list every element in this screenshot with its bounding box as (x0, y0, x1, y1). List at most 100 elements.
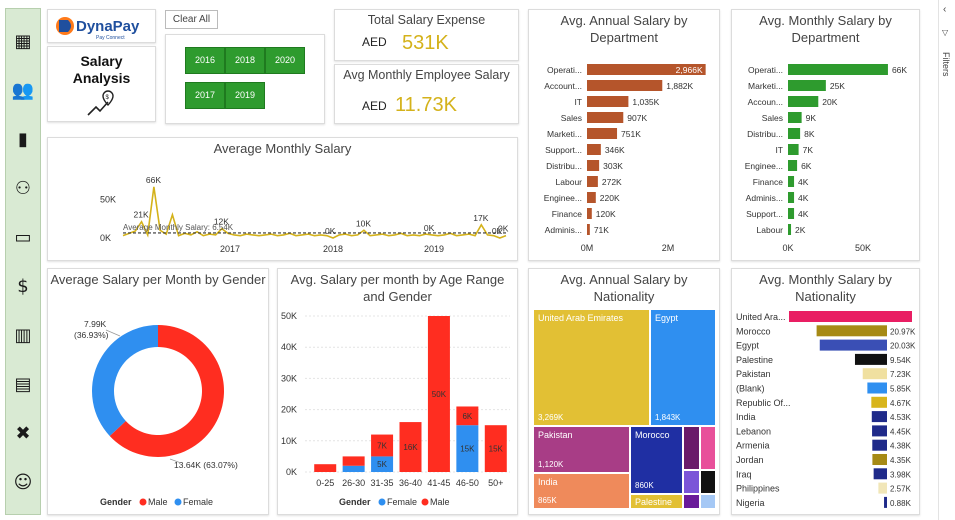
donut-slice-female[interactable] (91, 325, 158, 436)
gender-donut-chart[interactable]: 13.64K (63.07%) 7.99K(36.93%) Gender Male Fe… (48, 269, 268, 514)
bar[interactable] (587, 160, 600, 171)
clear-all-button[interactable]: Clear All (165, 10, 218, 29)
bar[interactable] (587, 176, 598, 187)
treemap-tile-small-6[interactable] (700, 494, 716, 509)
bar[interactable] (788, 176, 795, 187)
bar[interactable] (788, 112, 802, 123)
dashboard-icon[interactable]: ▦ (14, 31, 32, 52)
treemap-tile-pakistan[interactable]: Pakistan 1,120K (533, 426, 630, 473)
bar-value-label: 7.23K (890, 370, 912, 379)
bar[interactable] (873, 468, 887, 480)
bar[interactable] (788, 192, 795, 203)
line-chart[interactable]: 0K50K2017201820192020Average Monthly Sal… (48, 138, 517, 260)
legend-female-marker[interactable] (174, 498, 182, 506)
team-icon[interactable]: ⚇ (14, 178, 32, 199)
bar[interactable] (587, 128, 618, 139)
bar[interactable] (587, 112, 624, 123)
bar[interactable] (819, 339, 887, 351)
bar[interactable] (788, 224, 792, 235)
year-2019-button[interactable]: 2019 (225, 82, 265, 109)
legend-male[interactable]: Male (148, 497, 168, 507)
legend-male-marker[interactable] (421, 498, 429, 506)
bar-male[interactable] (399, 422, 422, 472)
treemap[interactable]: United Arab Emirates 3,269K Egypt 1,843K P… (533, 309, 716, 509)
bar[interactable] (867, 382, 887, 394)
collapse-chevron-icon[interactable]: ‹ (943, 4, 947, 15)
bar[interactable] (587, 80, 663, 91)
bar-female[interactable] (342, 465, 365, 472)
year-2018-button[interactable]: 2018 (225, 47, 265, 74)
bar-value-label: 9K (806, 113, 817, 123)
employee-icon[interactable]: ☺ (13, 472, 33, 493)
filters-label[interactable]: Filters (941, 52, 951, 77)
legend-female[interactable]: Female (387, 497, 417, 507)
line-annotation: 21K (134, 210, 149, 220)
bar[interactable] (587, 144, 601, 155)
donut-slice-male[interactable] (109, 325, 224, 457)
filters-pane[interactable]: ‹ ▽ Filters (938, 0, 955, 520)
salary-trend-icon[interactable]: $ (17, 276, 29, 297)
treemap-tile-small-3[interactable] (683, 470, 700, 494)
bar-male[interactable] (314, 464, 337, 472)
x-tick: 2017 (220, 244, 240, 254)
bar-female[interactable] (371, 456, 394, 472)
bar-male[interactable] (371, 434, 394, 457)
bar-male[interactable] (484, 425, 507, 472)
treemap-tile-india[interactable]: India 865K (533, 473, 630, 509)
bar[interactable] (788, 208, 795, 219)
legend-female-marker[interactable] (378, 498, 386, 506)
bar[interactable] (872, 425, 887, 437)
bar-male[interactable] (456, 406, 479, 426)
treemap-tile-small-5[interactable] (683, 494, 700, 509)
bar[interactable] (788, 96, 819, 107)
monthly-dept-chart[interactable]: Operati... 66K Marketi... 25K Accoun... 20K Sa… (732, 10, 919, 260)
building-icon[interactable]: ▥ (14, 325, 32, 346)
bar[interactable] (788, 144, 799, 155)
bar[interactable] (878, 482, 887, 494)
treemap-tile-small-1[interactable] (683, 426, 700, 470)
bar[interactable] (587, 96, 629, 107)
bar[interactable] (587, 224, 590, 235)
legend-male[interactable]: Male (430, 497, 450, 507)
bar[interactable] (788, 128, 801, 139)
bar[interactable] (789, 311, 912, 322)
treemap-tile-egypt[interactable]: Egypt 1,843K (650, 309, 716, 426)
annual-dept-chart[interactable]: Operati... 2,966K Account... 1,882K IT 1,035K… (529, 10, 719, 260)
bar[interactable] (816, 325, 887, 337)
year-2016-button[interactable]: 2016 (185, 47, 225, 74)
bar[interactable] (587, 192, 596, 203)
bar-chart-icon[interactable]: ▮ (18, 129, 28, 150)
bar-label: 6K (462, 412, 472, 421)
treemap-tile-morocco[interactable]: Morocco 860K (630, 426, 683, 494)
salary-line[interactable] (122, 186, 507, 239)
bar[interactable] (871, 411, 887, 423)
monthly-nat-chart[interactable]: United Ara... Morocco 20.97K Egypt 20.03K Pal… (732, 269, 919, 514)
year-2017-button[interactable]: 2017 (185, 82, 225, 109)
treemap-tile-palestine[interactable]: Palestine (630, 494, 683, 509)
bar[interactable] (788, 80, 826, 91)
bar[interactable] (788, 160, 798, 171)
legend-male-marker[interactable] (139, 498, 147, 506)
bar[interactable] (587, 64, 706, 75)
year-2020-button[interactable]: 2020 (265, 47, 305, 74)
bar[interactable] (871, 396, 887, 408)
bar[interactable] (872, 439, 887, 451)
calculator-icon[interactable]: ▤ (14, 374, 32, 395)
bar[interactable] (884, 496, 887, 508)
bar-male[interactable] (427, 316, 450, 472)
bar[interactable] (862, 368, 887, 380)
treemap-tile-uae[interactable]: United Arab Emirates 3,269K (533, 309, 650, 426)
legend-female[interactable]: Female (183, 497, 213, 507)
bar[interactable] (854, 353, 887, 365)
id-card-icon[interactable]: ▭ (14, 227, 32, 248)
people-icon[interactable]: 👥 (11, 80, 35, 101)
calendar-cancel-icon[interactable]: ✖ (15, 423, 31, 444)
bar-female[interactable] (456, 425, 479, 472)
bar-male[interactable] (342, 456, 365, 466)
bar[interactable] (872, 454, 887, 465)
treemap-tile-small-2[interactable] (700, 426, 716, 470)
treemap-tile-small-4[interactable] (700, 470, 716, 494)
age-gender-chart[interactable]: 0K 10K 20K 30K 40K 50K 0-25 26-30 5K 7K 31-35 16K 36… (278, 269, 517, 514)
bar[interactable] (788, 64, 888, 75)
bar[interactable] (587, 208, 592, 219)
